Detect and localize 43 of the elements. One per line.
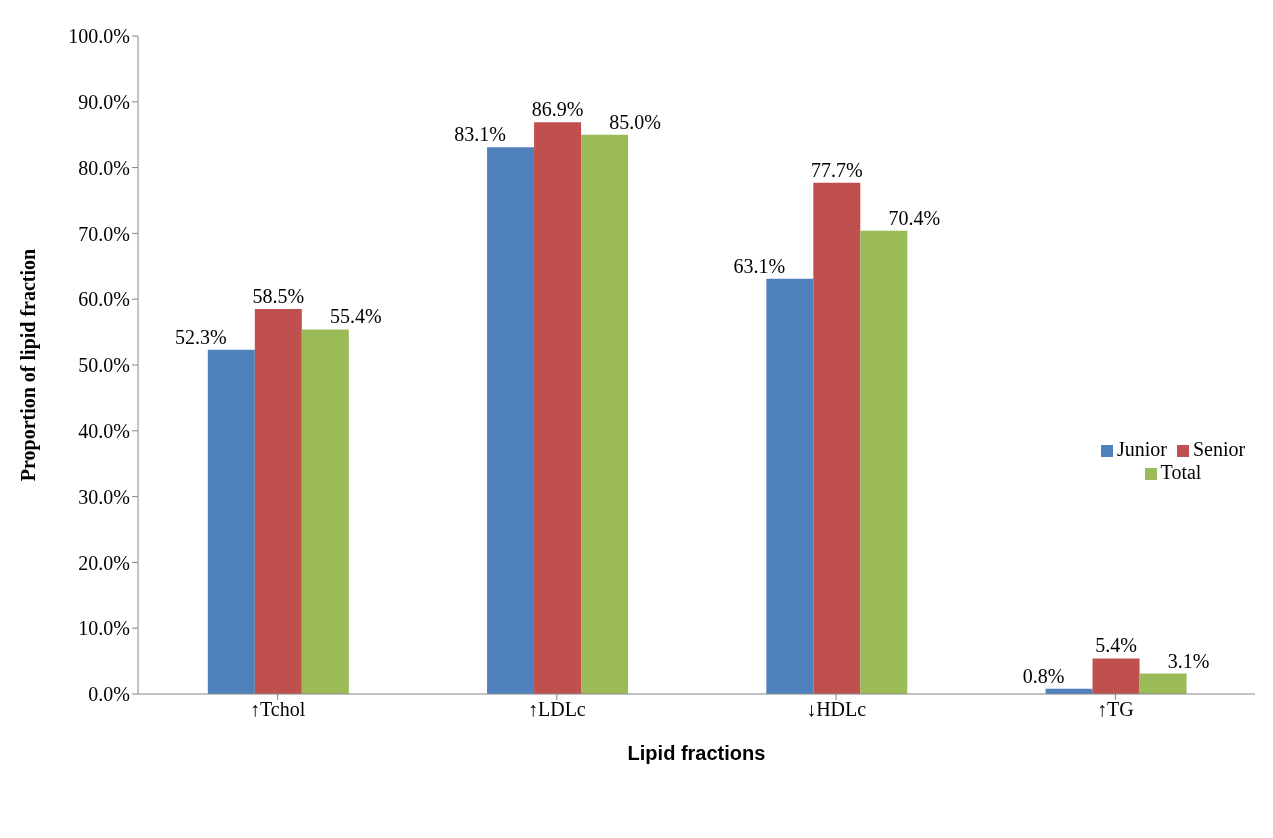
data-label: 86.9% bbox=[531, 98, 584, 121]
data-label: 55.4% bbox=[330, 305, 382, 328]
bar bbox=[254, 309, 302, 694]
bar bbox=[207, 349, 255, 694]
y-tick-label: 20.0% bbox=[78, 551, 130, 574]
data-label: 77.7% bbox=[810, 158, 863, 181]
x-tick-label: ↑TG bbox=[1097, 698, 1134, 721]
y-tick-label: 80.0% bbox=[78, 156, 130, 179]
legend-label: Junior bbox=[1116, 438, 1167, 460]
y-tick-label: 50.0% bbox=[78, 354, 130, 377]
data-label: 85.0% bbox=[609, 110, 661, 133]
bar bbox=[534, 122, 582, 694]
y-tick-label: 70.0% bbox=[78, 222, 130, 245]
bar bbox=[766, 278, 814, 694]
data-label: 58.5% bbox=[252, 285, 305, 308]
bar bbox=[301, 329, 349, 694]
data-label: 3.1% bbox=[1167, 649, 1210, 672]
data-label: 83.1% bbox=[454, 123, 506, 146]
y-tick-label: 0.0% bbox=[88, 683, 130, 706]
legend-label: Total bbox=[1160, 461, 1202, 483]
y-tick-label: 90.0% bbox=[78, 90, 130, 113]
x-tick-label: ↓HDLc bbox=[806, 698, 867, 721]
data-label: 70.4% bbox=[888, 206, 941, 229]
y-axis-title: Proportion of lipid fraction bbox=[17, 248, 41, 482]
data-label: 5.4% bbox=[1095, 634, 1137, 657]
bar bbox=[813, 182, 861, 694]
x-tick-label: ↑Tchol bbox=[249, 698, 306, 721]
bar bbox=[1139, 673, 1187, 694]
bar bbox=[581, 134, 629, 694]
bar bbox=[1092, 658, 1140, 694]
x-axis-title: Lipid fractions bbox=[627, 742, 766, 764]
data-label: 0.8% bbox=[1022, 664, 1065, 687]
y-tick-label: 60.0% bbox=[78, 288, 130, 311]
y-tick-label: 10.0% bbox=[78, 617, 130, 640]
y-tick-label: 30.0% bbox=[78, 485, 130, 508]
data-label: 63.1% bbox=[733, 254, 786, 277]
bar bbox=[860, 230, 908, 694]
x-tick-label: ↑LDLc bbox=[527, 698, 586, 721]
legend-label: Senior bbox=[1192, 438, 1246, 460]
bar bbox=[487, 147, 535, 694]
data-label: 52.3% bbox=[174, 325, 227, 348]
y-tick-label: 100.0% bbox=[68, 25, 130, 48]
y-tick-label: 40.0% bbox=[78, 419, 130, 442]
